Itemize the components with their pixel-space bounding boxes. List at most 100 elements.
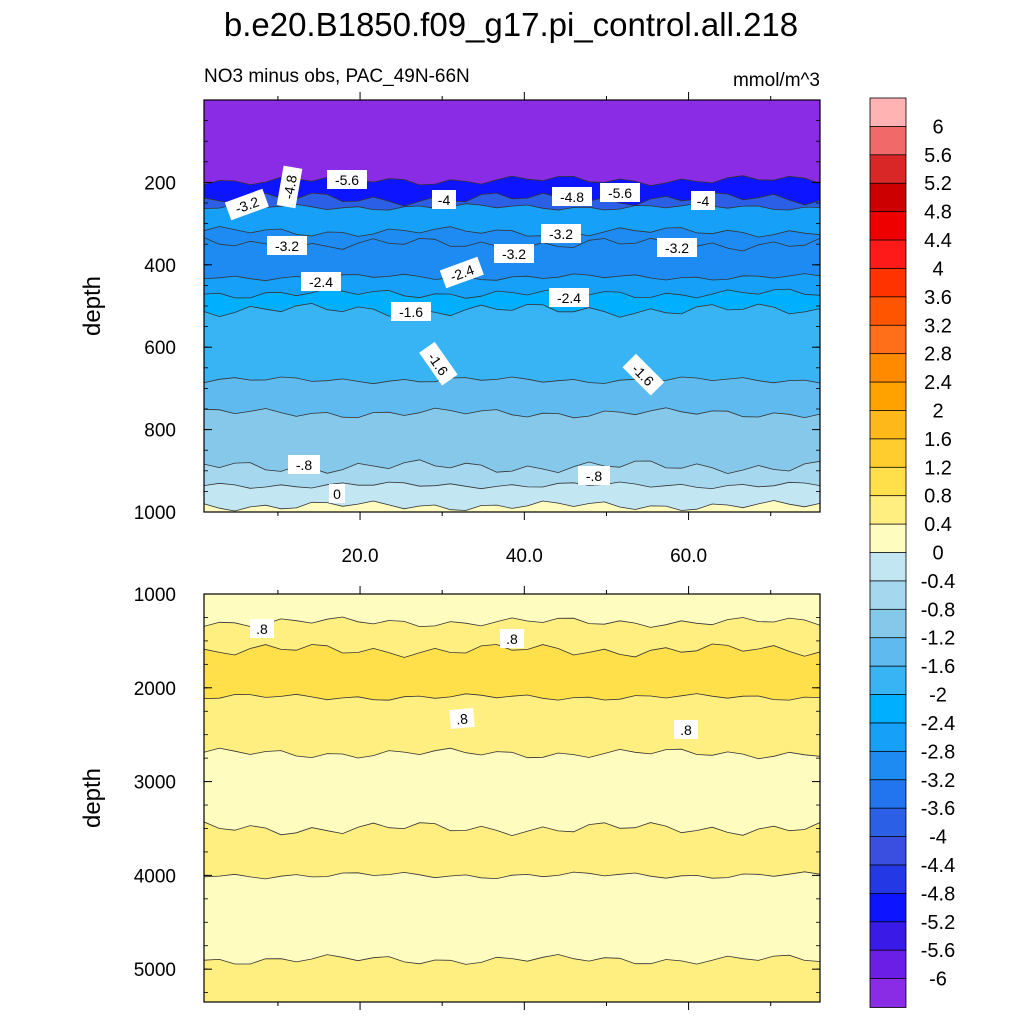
colorbar-swatch: [869, 750, 907, 781]
subtitle-units: mmol/m^3: [733, 70, 820, 91]
colorbar-label: -5.2: [921, 912, 955, 934]
colorbar-swatch: [869, 126, 907, 156]
colorbar-label: 4: [932, 258, 943, 280]
contour-line: [204, 287, 820, 299]
contour-line: [204, 821, 820, 837]
contour-label-box: [578, 466, 610, 485]
contour-label-text: -3.2: [549, 226, 573, 242]
contour-line: [204, 302, 820, 318]
contour-label: -3.2: [657, 238, 697, 257]
colorbar-swatch: [869, 154, 907, 185]
colorbar-label: -3.2: [921, 770, 955, 792]
contour-line: [204, 871, 820, 880]
y-tick-label: 200: [144, 173, 176, 194]
contour-label: -2.4: [549, 288, 589, 307]
y-tick-label: 5000: [134, 960, 176, 981]
contour-label-text: -2.4: [309, 274, 333, 290]
contour-line: [204, 203, 820, 211]
contour-label-text: -.8: [296, 457, 313, 473]
colorbar-swatch: [869, 580, 907, 611]
y-tick-label: 400: [144, 256, 176, 277]
colorbar-swatch: [869, 779, 907, 810]
y-tick-label: 600: [144, 338, 176, 359]
contour-fill: [204, 594, 820, 1002]
contour-label-box: [439, 256, 484, 289]
contour-label: -.8: [288, 455, 320, 474]
contour-label: -5.6: [327, 170, 367, 189]
colorbar-swatch: [869, 836, 907, 866]
colorbar-label: -5.6: [921, 940, 955, 962]
bottom-y-axis-label: depth: [79, 768, 106, 828]
colorbar-label: 5.6: [924, 145, 952, 167]
plot-frame: [203, 593, 821, 1003]
colorbar-label: 6: [932, 116, 943, 138]
colorbar-swatch: [869, 978, 907, 1008]
colorbar-label: -3.6: [921, 798, 955, 820]
contour-label-text: -4: [438, 192, 451, 208]
contour-label: -4.8: [552, 187, 592, 206]
colorbar-swatch: [869, 381, 907, 412]
colorbar-label: -0.4: [921, 571, 955, 593]
y-tick-label: 3000: [134, 773, 176, 794]
colorbar-swatch: [869, 182, 907, 213]
x-tick-label: 40.0: [506, 546, 543, 567]
contour-label-text: -2.4: [557, 290, 581, 306]
contour-label-text: -4.8: [280, 174, 300, 201]
contour-line: [204, 747, 820, 760]
contour-label-text: .8: [455, 711, 468, 728]
contour-label-box: [327, 170, 367, 189]
colorbar-label: 3.2: [924, 315, 952, 337]
colorbar-swatch: [869, 438, 907, 469]
colorbar-label: 1.2: [924, 457, 952, 479]
contour-label-text: .8: [506, 631, 518, 647]
contour-label-box: [552, 187, 592, 206]
colorbar-label: 2.4: [924, 372, 952, 394]
colorbar-swatch: [869, 637, 907, 668]
colorbar-swatch: [869, 296, 907, 327]
colorbar-swatch: [869, 949, 907, 980]
contour-label: -5.6: [600, 183, 640, 202]
contour-label: .8: [449, 707, 475, 730]
contour-label-text: 0: [333, 486, 341, 502]
contour-label: -1.6: [391, 302, 431, 321]
contour-label-text: -5.6: [335, 172, 359, 188]
contour-band: [204, 954, 820, 1002]
colorbar-label: -1.6: [921, 656, 955, 678]
contour-label: .8: [500, 629, 524, 648]
contour-label-text: -2.4: [448, 261, 476, 284]
colorbar-label: 1.6: [924, 429, 952, 451]
colorbar-swatch: [869, 921, 907, 952]
colorbar-label: 2.8: [924, 344, 952, 366]
contour-label-text: -.8: [586, 468, 603, 484]
contour-label-text: -3.2: [502, 246, 526, 262]
contour-label-box: [657, 238, 697, 257]
contour-line: [204, 954, 820, 965]
y-tick-label: 1000: [134, 503, 176, 524]
contour-label: .8: [674, 720, 698, 739]
colorbar: 6 5.6 5.2 4.8 4.4 4 3.6 3.2 2.8 2.4 2 1.6 1.2 0.8 0.4 0…: [869, 97, 955, 1008]
contour-label-box: [691, 191, 715, 210]
contour-label-text: -1.6: [399, 304, 423, 320]
contour-label-box: [600, 183, 640, 202]
colorbar-swatch: [869, 211, 907, 241]
chart-title: b.e20.B1850.f09_g17.pi_control.all.218: [224, 6, 798, 43]
contour-line: [204, 693, 820, 701]
colorbar-swatch: [869, 892, 907, 923]
contour-label-text: -5.6: [608, 185, 632, 201]
contour-label-box: [419, 341, 458, 386]
colorbar-swatch: [869, 268, 907, 298]
contour-label-box: [276, 165, 303, 209]
x-tick-label: 60.0: [670, 546, 707, 567]
contour-label-box: [622, 353, 665, 396]
contour-label: -3.2: [494, 244, 534, 263]
y-tick-label: 2000: [134, 679, 176, 700]
contour-label: -2.4: [439, 256, 484, 289]
contour-band: [204, 500, 820, 512]
contour-label-text: .8: [680, 722, 692, 738]
colorbar-label: -6: [929, 969, 947, 991]
colorbar-swatch: [869, 552, 907, 582]
subtitle-left: NO3 minus obs, PAC_49N-66N: [204, 66, 470, 87]
colorbar-label: -4.4: [921, 855, 955, 877]
contour-line: [204, 500, 820, 512]
contour-label-text: -3.2: [665, 240, 689, 256]
